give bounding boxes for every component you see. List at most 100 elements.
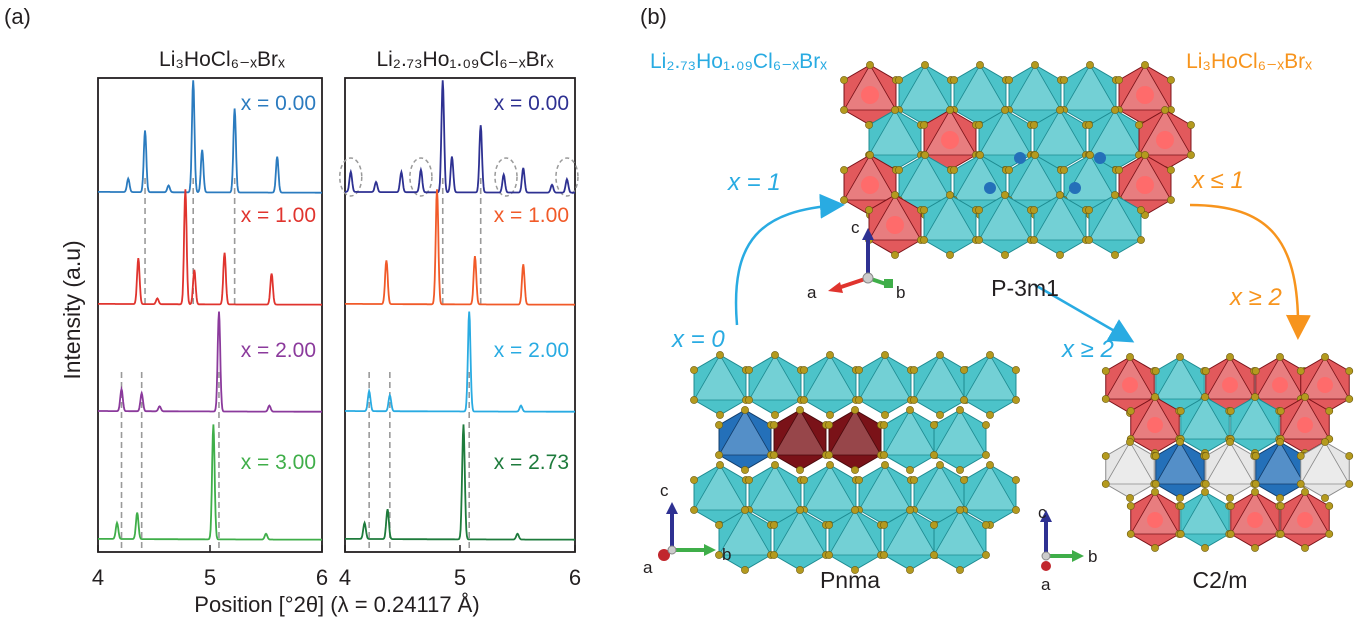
octahedron-facet (1230, 396, 1280, 440)
halide-atom (956, 406, 964, 414)
right-plot-frame (344, 77, 576, 553)
halide-atom (1001, 191, 1009, 199)
octahedron-facet (718, 409, 772, 456)
halide-atom (840, 166, 848, 174)
halide-atom (881, 461, 889, 469)
label-x-ge-2-blue: x ≥ 2 (1061, 336, 1114, 363)
halide-atom (825, 521, 833, 529)
left-plot: x = 0.00 x = 1.00 x = 2.00 x = 3.00 4 5 6 (92, 77, 328, 590)
halide-atom (1101, 452, 1110, 460)
octahedron-facet (913, 354, 967, 401)
superlattice-peak-circle (555, 157, 579, 197)
halide-atom (936, 461, 944, 469)
octahedron-facet (898, 64, 952, 111)
arrow-p3m1-to-c2m-orange (1189, 203, 1311, 340)
halide-atom (770, 521, 778, 529)
halide-atom (891, 191, 899, 199)
series-label: x = 2.73 (494, 451, 569, 474)
halide-atom (1115, 76, 1123, 84)
halide-atom (1086, 61, 1094, 69)
octahedron-facet (883, 409, 937, 456)
halide-atom (1296, 367, 1305, 375)
halide-atom (910, 366, 918, 374)
halide-atom (1176, 407, 1185, 415)
halide-atom (946, 106, 954, 114)
label-x-equals-1: x = 1 (727, 169, 781, 196)
octahedron-facet (773, 409, 827, 456)
octahedron-facet (933, 409, 987, 456)
right-plot-title: Li₂.₇₃Ho₁.₀₉Cl₆₋ₓBrₓ (376, 48, 553, 71)
halide-atom (891, 251, 899, 259)
halide-atom (866, 61, 874, 69)
x-tick-label: 4 (339, 565, 351, 590)
halide-atom (921, 61, 929, 69)
halide-atom (1276, 407, 1285, 415)
panel-b-label: (b) (640, 4, 667, 29)
halide-atom (975, 121, 983, 129)
octahedron-facet (1033, 194, 1087, 241)
octahedron-facet (858, 354, 912, 401)
halide-atom (1151, 544, 1159, 552)
halide-atom (910, 476, 918, 484)
halide-atom (1301, 393, 1309, 401)
halide-atom (975, 206, 983, 214)
halide-atom (1012, 476, 1020, 484)
metal-atom (1094, 152, 1106, 164)
halide-atom (771, 411, 779, 419)
octahedron-facet (963, 464, 1017, 511)
halide-atom (865, 206, 873, 214)
metal-atom (1297, 512, 1313, 528)
metal-atom (861, 176, 879, 194)
halide-atom (1321, 438, 1329, 446)
halide-atom (982, 521, 990, 529)
halide-atom (1187, 151, 1195, 159)
label-x-equals-0: x = 0 (671, 326, 725, 353)
xrd-pattern-line (345, 80, 575, 194)
halide-atom (1031, 151, 1039, 159)
left-plot-title: Li₃HoCl₆₋ₓBrₓ (159, 48, 285, 71)
halide-atom (982, 551, 990, 559)
halide-atom (1086, 151, 1094, 159)
halide-atom (825, 421, 833, 429)
octahedron-facet (773, 509, 827, 556)
octahedron-facet (1063, 64, 1117, 111)
halide-atom (690, 366, 698, 374)
halide-atom (1276, 494, 1284, 502)
octahedron-facet (1008, 64, 1062, 111)
halide-atom (880, 521, 888, 529)
halide-atom (956, 506, 964, 514)
halide-atom (1176, 438, 1184, 446)
halide-atom (950, 166, 958, 174)
phase-label-p3m1: P-3m1 (991, 275, 1059, 301)
halide-atom (800, 396, 808, 404)
right-plot: x = 0.00 x = 1.00 x = 2.00 x = 2.73 4 5 6 (339, 77, 581, 590)
halide-atom (770, 551, 778, 559)
octahedron-facet (963, 354, 1017, 401)
halide-atom (826, 411, 834, 419)
halide-atom (1126, 494, 1134, 502)
halide-atom (715, 521, 723, 529)
halide-atom (906, 406, 914, 414)
halide-atom (880, 551, 888, 559)
halide-atom (1111, 251, 1119, 259)
halide-atom (1276, 502, 1285, 510)
octahedron-facet (693, 464, 747, 511)
halide-atom (1137, 206, 1145, 214)
x-tick-label: 6 (569, 565, 581, 590)
octahedron-facet (1155, 441, 1205, 485)
halide-atom (1005, 76, 1013, 84)
halide-atom (975, 236, 983, 244)
halide-atom (800, 366, 808, 374)
structure-title-left: Li₂.₇₃Ho₁.₀₉Cl₆₋ₓBrₓ (650, 50, 827, 73)
halide-atom (855, 396, 863, 404)
octahedron-facet (828, 409, 882, 456)
halide-atom (741, 506, 749, 514)
halide-atom (1137, 236, 1145, 244)
metal-atom (984, 182, 996, 194)
octahedron-facet (913, 464, 967, 511)
octahedron-facet (858, 464, 912, 511)
halide-atom (986, 351, 994, 359)
halide-atom (1167, 196, 1175, 204)
metal-atom (1147, 417, 1163, 433)
halide-atom (946, 251, 954, 259)
